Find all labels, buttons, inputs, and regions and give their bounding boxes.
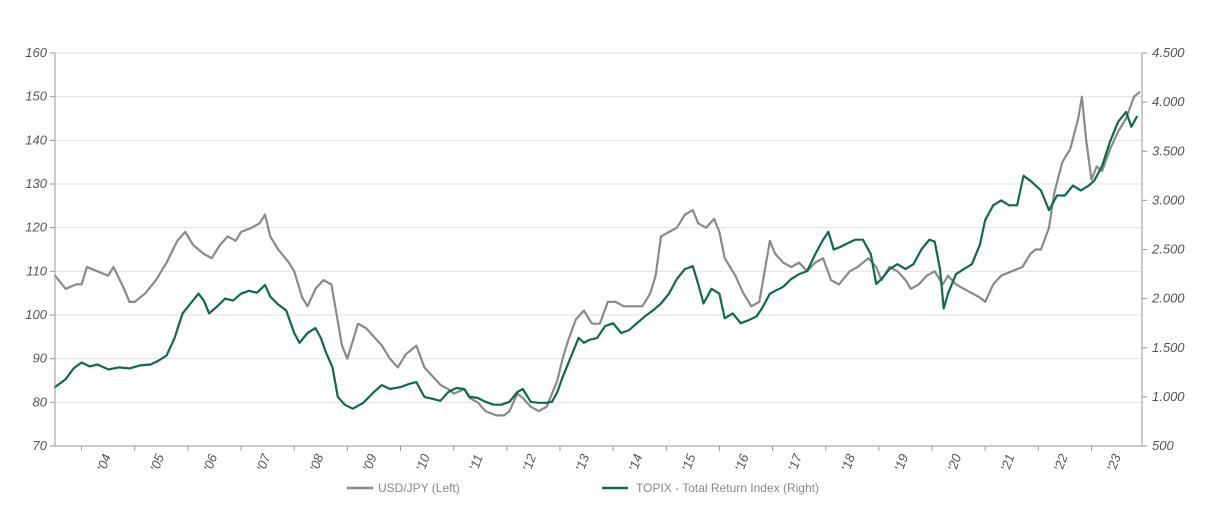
right-axis-tick-label: 2.500 bbox=[1151, 242, 1185, 257]
x-axis-tick-label: '21 bbox=[998, 452, 1018, 473]
legend: USD/JPY (Left) TOPIX - Total Return Index… bbox=[347, 481, 819, 495]
axis-layer: 70 80 90 100 110 120 130 140 150 160 500 1.000 1.500… bbox=[25, 45, 1185, 473]
right-axis-tick-label: 4.500 bbox=[1152, 45, 1185, 60]
x-axis-tick-label: '05 bbox=[147, 451, 167, 473]
left-axis-tick-label: 70 bbox=[33, 438, 48, 453]
series-line-usdjpy bbox=[53, 91, 1141, 417]
left-axis-tick-label: 110 bbox=[26, 263, 47, 278]
left-axis-tick-label: 100 bbox=[25, 307, 47, 322]
x-axis-tick-label: '04 bbox=[94, 452, 114, 473]
x-axis-tick-label: '13 bbox=[572, 451, 592, 473]
x-axis-tick-label: '17 bbox=[785, 451, 805, 473]
x-axis-tick-label: '23 bbox=[1104, 451, 1124, 473]
right-axis-tick-label: 4.000 bbox=[1152, 94, 1185, 109]
legend-label: TOPIX - Total Return Index (Right) bbox=[636, 481, 819, 495]
grid-layer bbox=[55, 52, 1142, 403]
left-axis-tick-label: 90 bbox=[33, 351, 48, 366]
right-axis-tick-label: 2.000 bbox=[1151, 291, 1185, 306]
x-axis-tick-label: '20 bbox=[944, 451, 964, 473]
right-axis-tick-label: 1.500 bbox=[1152, 340, 1185, 355]
x-axis-tick-label: '14 bbox=[626, 452, 646, 473]
x-axis-tick-label: '07 bbox=[253, 451, 273, 473]
x-axis-tick-label: '18 bbox=[838, 451, 858, 473]
series-layer bbox=[53, 91, 1141, 417]
right-axis-tick-label: 3.000 bbox=[1152, 192, 1185, 207]
left-axis-tick-label: 80 bbox=[33, 394, 48, 409]
x-axis-tick-label: '15 bbox=[679, 451, 699, 473]
series-line-topix bbox=[53, 110, 1138, 410]
x-axis-tick-label: '11 bbox=[466, 452, 486, 472]
left-axis-tick-label: 150 bbox=[25, 89, 47, 104]
x-axis-tick-label: '10 bbox=[413, 451, 433, 473]
x-axis-tick-label: '12 bbox=[519, 451, 539, 473]
x-axis-tick-label: '19 bbox=[891, 452, 911, 473]
left-axis-tick-label: 120 bbox=[25, 220, 47, 235]
x-axis-tick-label: '08 bbox=[307, 451, 327, 473]
right-axis-tick-label: 3.500 bbox=[1152, 143, 1185, 158]
left-axis-tick-label: 130 bbox=[25, 176, 47, 191]
right-axis-tick-label: 500 bbox=[1152, 438, 1174, 453]
x-axis-tick-label: '16 bbox=[732, 451, 752, 473]
left-axis-tick-label: 160 bbox=[25, 45, 47, 60]
x-axis-tick-label: '09 bbox=[360, 452, 380, 473]
x-axis-tick-label: '06 bbox=[200, 451, 220, 473]
x-axis-tick-label: '22 bbox=[1051, 451, 1071, 473]
legend-label: USD/JPY (Left) bbox=[378, 481, 460, 495]
left-axis-tick-label: 140 bbox=[25, 132, 47, 147]
right-axis-tick-label: 1.000 bbox=[1152, 389, 1185, 404]
